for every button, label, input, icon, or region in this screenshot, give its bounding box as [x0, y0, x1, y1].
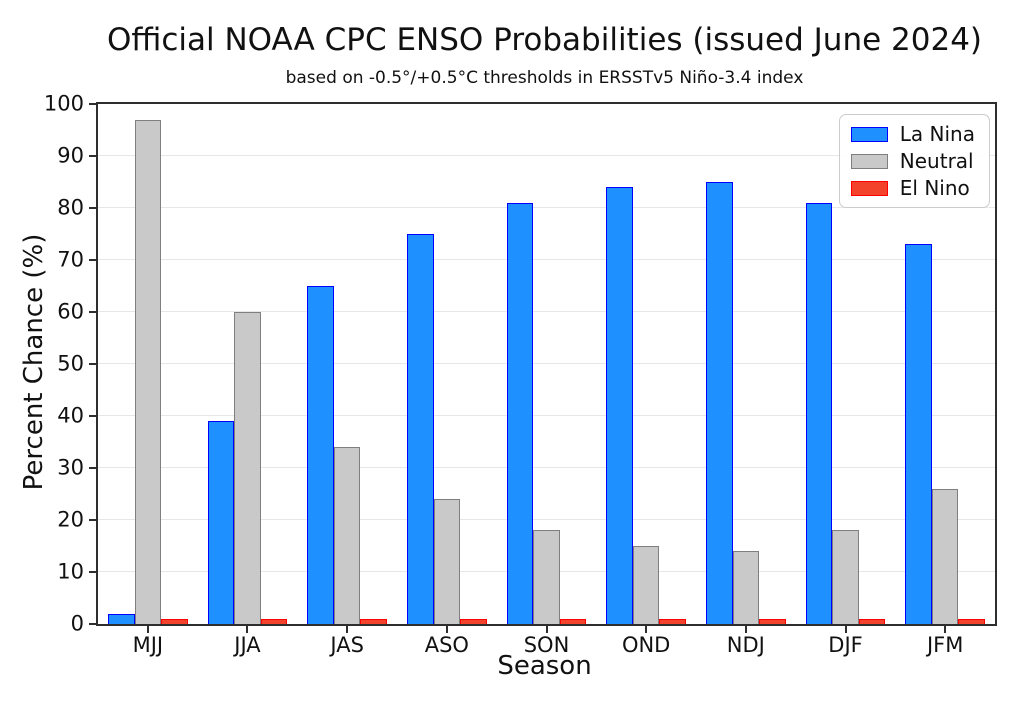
y-tick-mark-50 — [89, 363, 98, 365]
bar-neutral-JFM — [931, 488, 959, 624]
x-tick-mark-OND — [645, 626, 648, 633]
y-tick-label-10: 10 — [57, 559, 84, 584]
bar-el-nino-OND — [659, 618, 686, 624]
y-tick-label-30: 30 — [57, 455, 84, 480]
bar-la-nina-JJA — [207, 421, 235, 624]
gridline-30 — [98, 467, 995, 468]
y-tick-mark-100 — [89, 103, 98, 105]
y-tick-label-50: 50 — [57, 351, 84, 376]
bar-neutral-MJJ — [134, 119, 162, 624]
y-tick-mark-0 — [89, 623, 98, 625]
bar-neutral-DJF — [832, 530, 859, 624]
y-tick-mark-60 — [89, 311, 98, 313]
bar-el-nino-ASO — [460, 618, 487, 624]
y-tick-mark-90 — [89, 155, 98, 157]
bar-la-nina-ASO — [407, 234, 434, 624]
y-tick-label-100: 100 — [43, 91, 84, 116]
y-axis-label: Percent Chance (%) — [19, 233, 49, 491]
y-tick-label-70: 70 — [57, 247, 84, 272]
x-tick-mark-ASO — [445, 626, 448, 633]
x-tick-mark-JAS — [346, 626, 349, 633]
bar-el-nino-SON — [559, 618, 587, 624]
y-tick-label-60: 60 — [57, 299, 84, 324]
legend-label: La Nina — [899, 122, 975, 146]
x-tick-label-JJA: JJA — [234, 633, 261, 657]
gridline-40 — [98, 415, 995, 416]
y-tick-mark-30 — [89, 467, 98, 469]
gridline-80 — [98, 207, 995, 208]
gridline-20 — [98, 519, 995, 520]
legend-swatch-icon — [850, 126, 888, 142]
bar-neutral-JAS — [333, 447, 361, 624]
bar-el-nino-JAS — [360, 618, 387, 624]
bar-el-nino-JFM — [958, 618, 985, 624]
chart-title: Official NOAA CPC ENSO Probabilities (is… — [106, 22, 983, 58]
y-tick-mark-80 — [89, 207, 98, 209]
x-tick-label-NDJ: NDJ — [726, 633, 765, 657]
legend-entry-el-nino: El Nino — [850, 176, 975, 200]
legend-entry-la-nina: La Nina — [850, 122, 975, 146]
y-tick-mark-10 — [89, 571, 98, 573]
x-tick-label-DJF: DJF — [828, 633, 863, 657]
x-tick-label-OND: OND — [621, 633, 671, 657]
bar-la-nina-OND — [606, 187, 633, 624]
y-tick-label-20: 20 — [57, 507, 84, 532]
bar-la-nina-JFM — [905, 244, 932, 624]
y-tick-mark-40 — [89, 415, 98, 417]
y-tick-label-80: 80 — [57, 195, 84, 220]
x-tick-mark-MJJ — [146, 626, 149, 633]
legend-entry-neutral: Neutral — [850, 149, 975, 173]
bar-el-nino-DJF — [858, 618, 886, 624]
bar-la-nina-SON — [506, 202, 534, 624]
bar-neutral-SON — [533, 530, 560, 624]
x-tick-label-JAS: JAS — [330, 633, 364, 657]
bar-neutral-JJA — [234, 312, 261, 624]
bar-la-nina-MJJ — [108, 613, 135, 624]
y-tick-label-40: 40 — [57, 403, 84, 428]
bar-la-nina-NDJ — [706, 182, 733, 624]
gridline-90 — [98, 155, 995, 156]
legend-label: El Nino — [899, 176, 970, 200]
legend-label: Neutral — [899, 149, 974, 173]
plot-area: 0 10 20 30 40 50 60 70 80 90 100 MJJ JJA JAS ASO SON ON… — [44, 93, 997, 656]
x-axis-label: Season — [497, 651, 592, 681]
y-tick-mark-20 — [89, 519, 98, 521]
gridline-60 — [98, 311, 995, 312]
x-tick-label-SON: SON — [523, 633, 570, 657]
legend-swatch-icon — [850, 153, 888, 169]
x-tick-mark-DJF — [844, 626, 847, 633]
x-tick-mark-NDJ — [744, 626, 747, 633]
y-tick-label-0: 0 — [70, 611, 84, 636]
x-tick-label-MJJ: MJJ — [132, 633, 164, 657]
gridline-70 — [98, 259, 995, 260]
x-tick-label-ASO: ASO — [424, 633, 469, 657]
bar-la-nina-DJF — [805, 202, 833, 624]
x-tick-label-JFM: JFM — [926, 633, 964, 657]
legend-swatch-icon — [850, 180, 888, 196]
x-tick-mark-JFM — [944, 626, 947, 633]
bar-neutral-ASO — [433, 499, 461, 624]
y-tick-label-90: 90 — [57, 143, 84, 168]
legend: La Nina Neutral El Nino — [838, 114, 990, 208]
bar-el-nino-NDJ — [759, 618, 786, 624]
y-tick-mark-70 — [89, 259, 98, 261]
x-tick-mark-SON — [545, 626, 548, 633]
bar-neutral-NDJ — [732, 551, 760, 624]
bar-neutral-OND — [632, 546, 660, 624]
x-tick-mark-JJA — [246, 626, 249, 633]
chart-subtitle: based on -0.5°/+0.5°C thresholds in ERSS… — [285, 68, 804, 88]
bar-la-nina-JAS — [307, 286, 334, 624]
gridline-50 — [98, 363, 995, 364]
bar-el-nino-JJA — [260, 618, 288, 624]
bar-el-nino-MJJ — [161, 618, 188, 624]
